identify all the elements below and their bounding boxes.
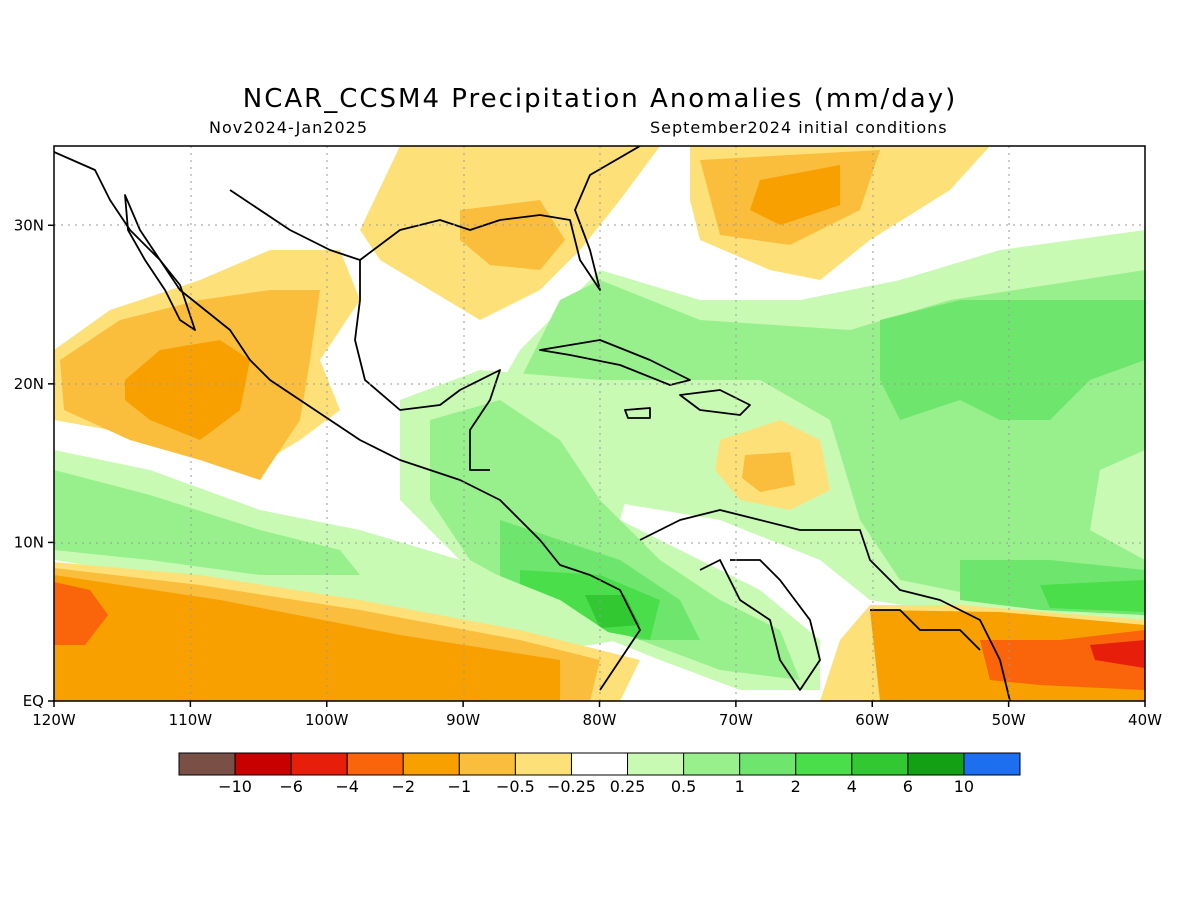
anomaly-region-south-pacific-deep bbox=[54, 575, 560, 701]
colorbar-label: 2 bbox=[791, 777, 801, 796]
coastline-us-gulf bbox=[359, 146, 641, 291]
forecast-period: Nov2024-Jan2025 bbox=[209, 118, 368, 137]
initial-conditions: September2024 initial conditions bbox=[650, 118, 948, 137]
colorbar-label: 1 bbox=[735, 777, 745, 796]
lat-tick-label: EQ bbox=[23, 692, 44, 710]
lon-tick-label: 80W bbox=[583, 711, 617, 729]
colorbar-swatch bbox=[795, 752, 853, 776]
colorbar-swatch bbox=[458, 752, 516, 776]
colorbar-label: −6 bbox=[279, 777, 303, 796]
coastlines bbox=[54, 146, 1011, 701]
lon-tick-label: 110W bbox=[169, 711, 213, 729]
coastline-south-america-interior bbox=[699, 559, 821, 691]
colorbar: −10 −6 −4 −2 −1 −0.5 −0.25 0.25 0.5 1 2 4 6 10 bbox=[178, 752, 1021, 796]
coastline-baja bbox=[124, 194, 196, 331]
coastline-jamaica bbox=[624, 407, 651, 419]
lat-lon-grid bbox=[54, 146, 1145, 701]
colorbar-label: 0.25 bbox=[610, 777, 646, 796]
coastline-hispaniola bbox=[679, 389, 751, 416]
colorbar-swatch bbox=[178, 752, 236, 776]
anomaly-region-north-atlantic-core bbox=[750, 165, 840, 225]
colorbar-label: 4 bbox=[847, 777, 857, 796]
lat-tick-label: 30N bbox=[14, 216, 44, 234]
lon-tick-label: 70W bbox=[719, 711, 753, 729]
lat-ticks: EQ 10N 20N 30N bbox=[14, 216, 54, 710]
colorbar-label: −2 bbox=[391, 777, 415, 796]
colorbar-label: −0.5 bbox=[496, 777, 535, 796]
colorbar-label: 10 bbox=[954, 777, 974, 796]
anomaly-region-central-america-green bbox=[430, 400, 800, 680]
lon-ticks: 120W 110W 100W 90W 80W 70W 60W 50W 40W bbox=[32, 701, 1162, 729]
anomaly-region-atlantic-mid-green bbox=[880, 300, 1145, 420]
colorbar-swatch bbox=[234, 752, 292, 776]
colorbar-swatch bbox=[346, 752, 404, 776]
coastline-guianas bbox=[870, 609, 981, 651]
lat-tick-label: 20N bbox=[14, 375, 44, 393]
colorbar-label: −1 bbox=[448, 777, 472, 796]
colorbar-swatch bbox=[907, 752, 965, 776]
lon-tick-label: 40W bbox=[1128, 711, 1162, 729]
anomaly-region-atlantic-east-band-deep bbox=[1040, 580, 1145, 612]
anomaly-region-east-pacific-green bbox=[54, 470, 360, 575]
colorbar-label: 0.5 bbox=[671, 777, 696, 796]
colorbar-swatch bbox=[683, 752, 741, 776]
colorbar-swatch bbox=[627, 752, 685, 776]
colorbar-swatch bbox=[963, 752, 1021, 776]
colorbar-label: −4 bbox=[335, 777, 359, 796]
anomaly-region-south-pacific-core bbox=[54, 582, 108, 645]
anomaly-field bbox=[54, 146, 1145, 701]
lon-tick-label: 120W bbox=[32, 711, 76, 729]
lon-tick-label: 50W bbox=[992, 711, 1026, 729]
colorbar-swatch bbox=[570, 752, 629, 776]
colorbar-label: −0.25 bbox=[547, 777, 596, 796]
lon-tick-label: 100W bbox=[305, 711, 349, 729]
colorbar-swatch bbox=[739, 752, 797, 776]
anomaly-region-caribbean-orange bbox=[742, 452, 795, 492]
anomaly-region-gulf-orange bbox=[460, 200, 565, 270]
colorbar-swatch bbox=[514, 752, 572, 776]
anomaly-region-mexico-core bbox=[125, 340, 250, 440]
colorbar-swatch bbox=[290, 752, 348, 776]
lat-tick-label: 10N bbox=[14, 533, 44, 551]
lon-tick-label: 90W bbox=[446, 711, 480, 729]
colorbar-swatch bbox=[851, 752, 909, 776]
coastline-gulf bbox=[229, 189, 501, 471]
colorbar-label: −10 bbox=[218, 777, 252, 796]
lon-tick-label: 60W bbox=[855, 711, 889, 729]
colorbar-label: 6 bbox=[903, 777, 913, 796]
map-title: NCAR_CCSM4 Precipitation Anomalies (mm/d… bbox=[242, 84, 958, 114]
colorbar-swatch bbox=[402, 752, 460, 776]
coastline-cuba bbox=[539, 339, 691, 386]
coastline-south-america bbox=[639, 509, 1011, 701]
anomaly-region-guianas-peak bbox=[1090, 640, 1145, 668]
